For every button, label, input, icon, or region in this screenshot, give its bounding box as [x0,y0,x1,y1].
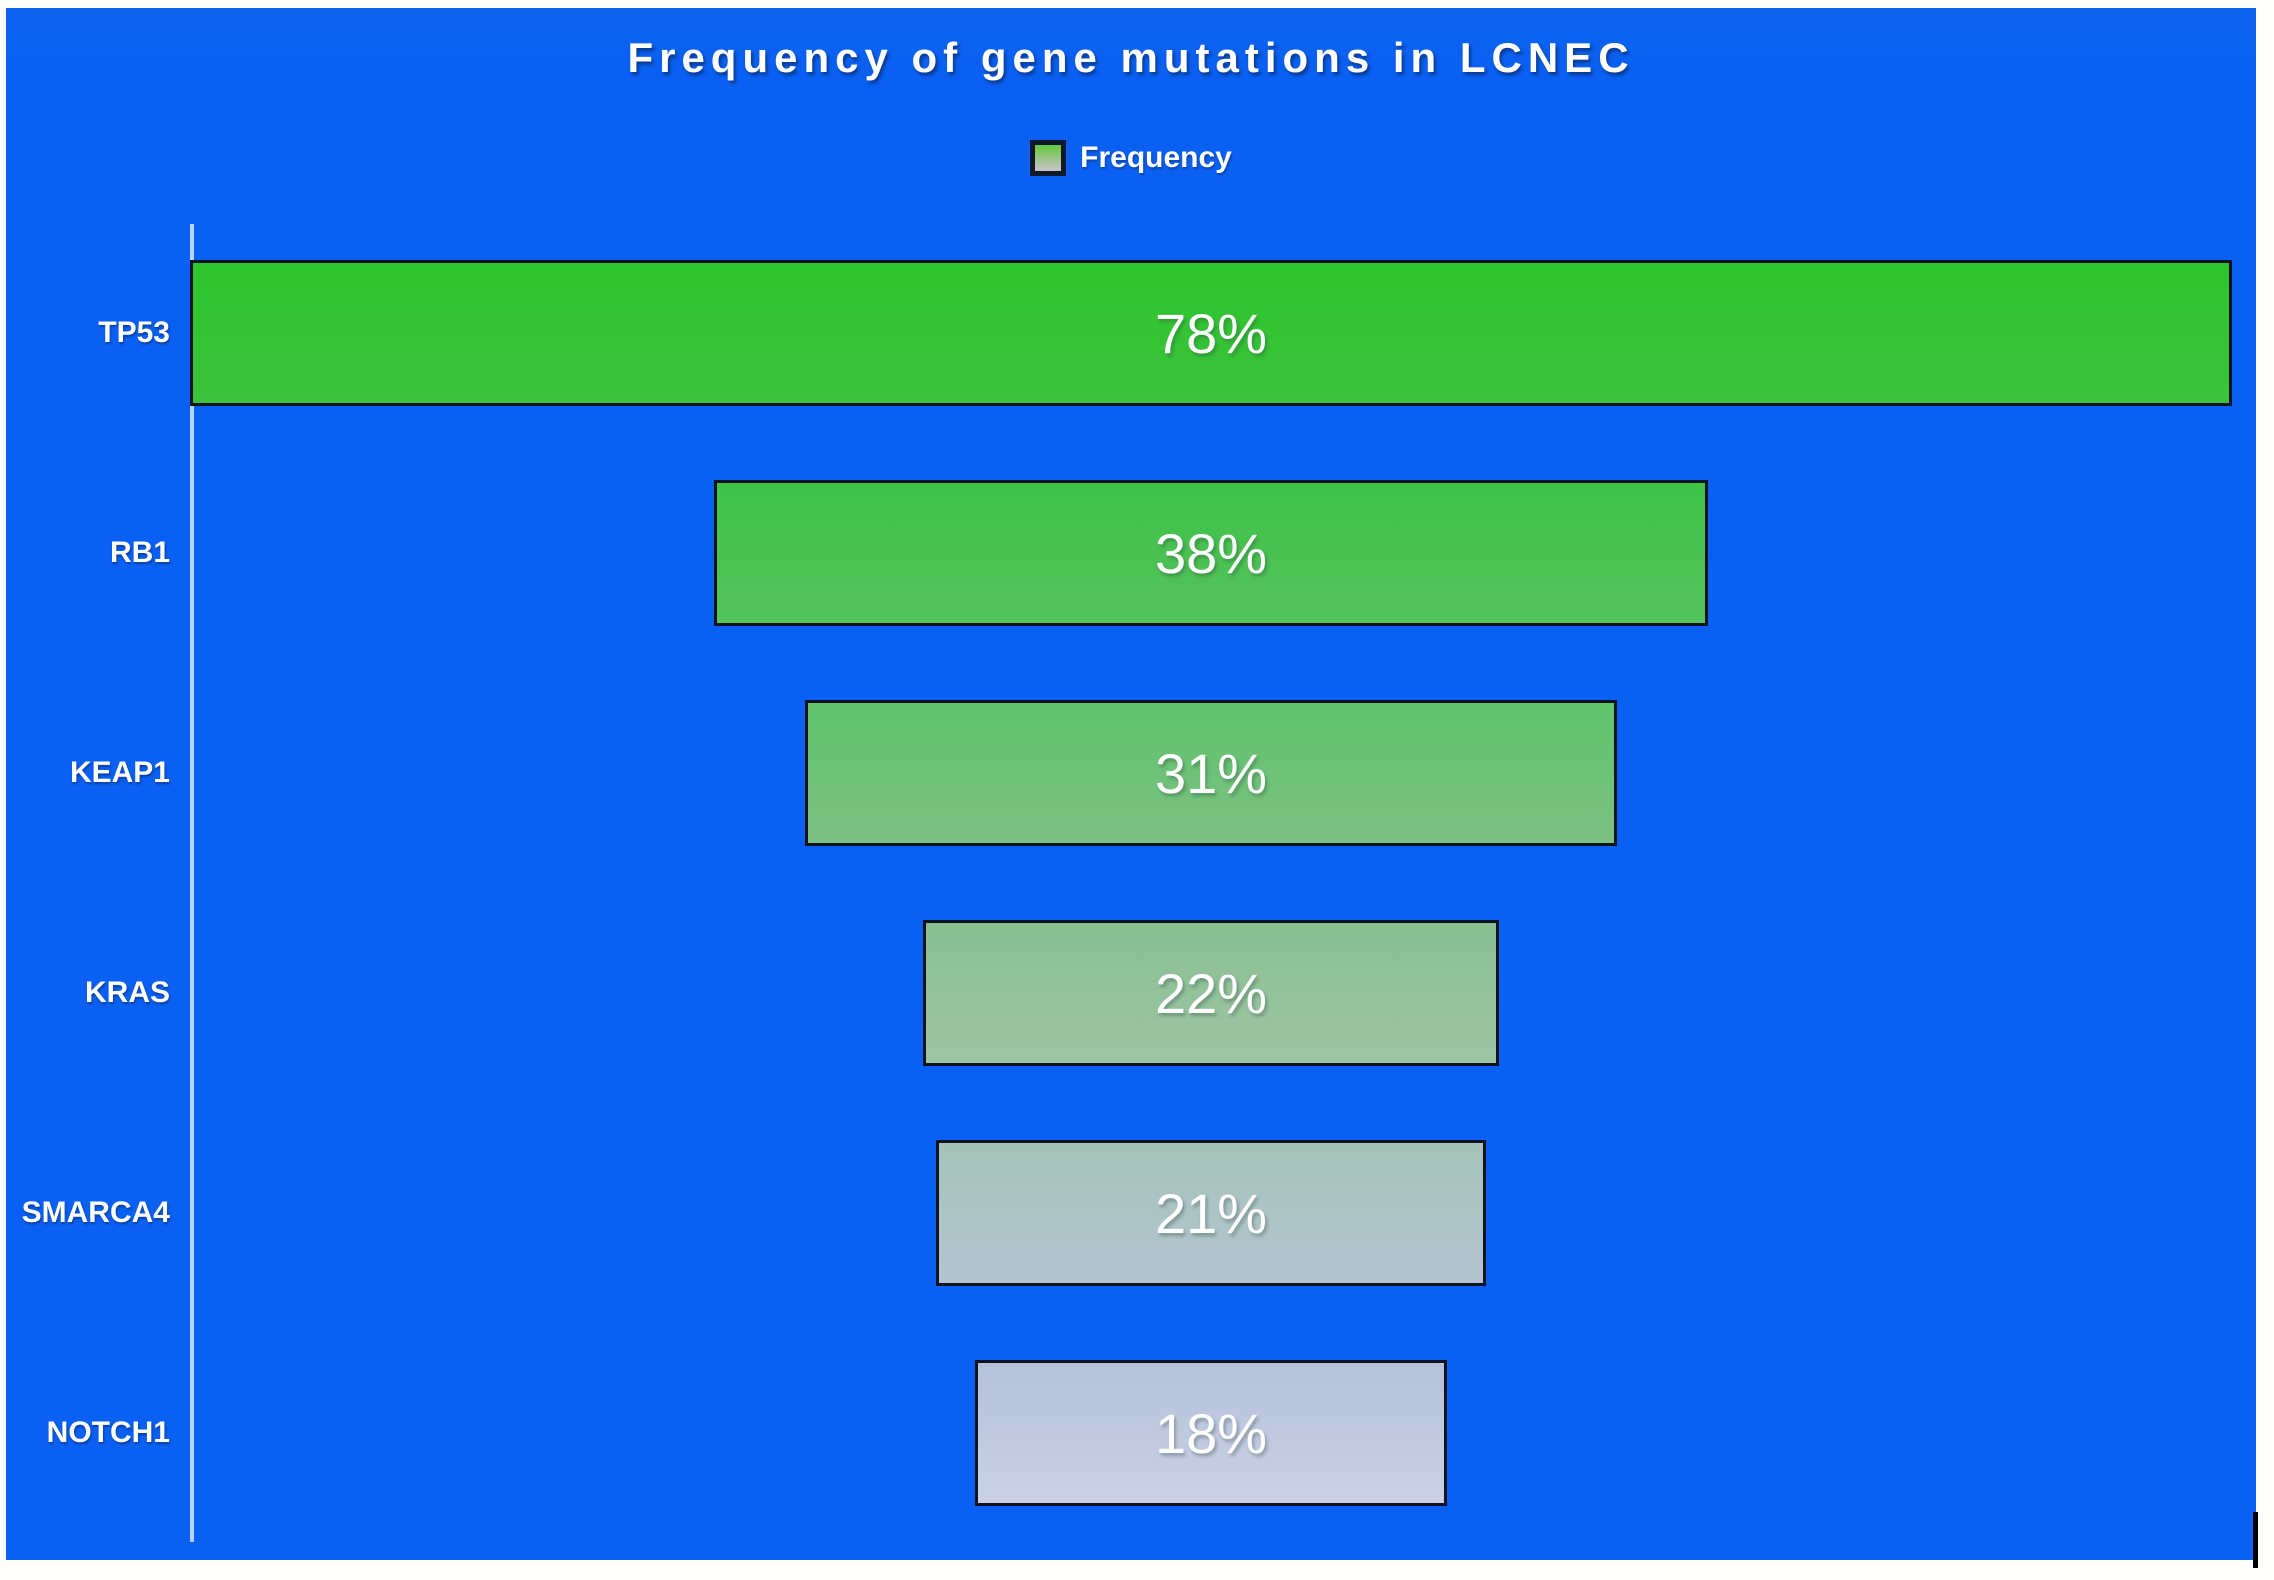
bar-value-label-smarca4: 21% [1154,1181,1268,1245]
bar-keap1: 31% [805,700,1617,846]
bar-value-label-notch1: 18% [1154,1401,1268,1465]
bar-value-label-rb1: 38% [1154,521,1268,585]
category-label-tp53: TP53 [98,316,170,349]
bar-value-label-kras: 22% [1154,961,1268,1025]
plot-area: TP53 78% RB1 38% KEAP1 31% KRAS 22% SMARCA4 21% NO… [6,8,2256,1560]
chart-title: Frequency of gene mutations in LCNEC [627,34,1635,81]
bar-notch1: 18% [975,1360,1447,1506]
axis-end-tick-icon [2253,1512,2258,1568]
category-label-notch1: NOTCH1 [46,1416,170,1449]
category-label-smarca4: SMARCA4 [21,1196,170,1229]
category-label-rb1: RB1 [109,536,170,569]
category-label-keap1: KEAP1 [69,756,170,789]
legend: Frequency [6,140,2256,176]
legend-label: Frequency [1080,141,1232,174]
bar-rb1: 38% [713,480,1709,626]
bar-value-label-keap1: 31% [1154,741,1268,805]
y-axis-line [190,224,194,1542]
bar-kras: 22% [923,920,1499,1066]
bar-smarca4: 21% [936,1140,1486,1286]
category-label-kras: KRAS [84,976,170,1009]
bar-value-label-tp53: 78% [1154,301,1268,365]
chart-panel: Frequency of gene mutations in LCNEC Fre… [6,8,2256,1560]
bar-tp53: 78% [190,260,2232,406]
legend-swatch-icon [1030,140,1067,176]
